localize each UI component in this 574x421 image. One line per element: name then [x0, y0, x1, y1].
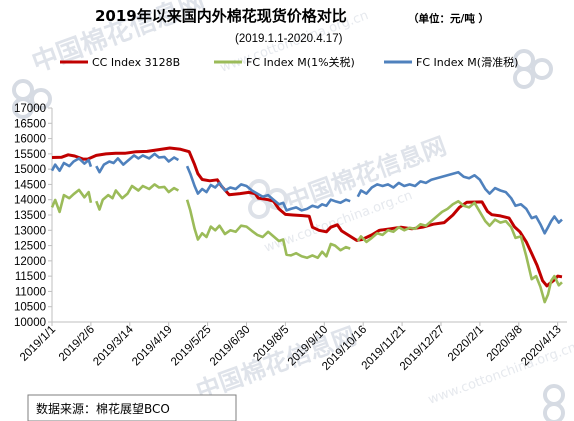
- x-tick-label: 2019/3/14: [91, 323, 136, 368]
- legend: CC Index 3128B FC Index M(1%关税) FC Index…: [60, 55, 518, 69]
- watermark-logo-right: [513, 49, 553, 89]
- series-lines: [50, 146, 563, 304]
- legend-label-fc-index-sliding: FC Index M(滑准税): [416, 55, 518, 69]
- source-note: 数据来源：棉花展望BCO: [36, 401, 170, 416]
- y-tick-label: 12000: [14, 256, 46, 268]
- series-line-fc-index-1pct: [50, 183, 563, 304]
- source-box: [27, 394, 237, 421]
- x-tick-label: 2019/2/6: [57, 324, 97, 364]
- series-line-fc-index-sliding: [50, 152, 563, 235]
- y-tick-label: 15000: [14, 164, 46, 176]
- y-axis-ticks: 10000 10500 11000 11500 12000 12500 13000 13500…: [14, 103, 52, 329]
- chart-subtitle: (2019.1.1-2020.4.17): [235, 33, 343, 45]
- y-tick-label: 13000: [14, 225, 46, 237]
- x-tick-label: 2019/4/19: [130, 324, 175, 369]
- y-tick-label: 10500: [14, 302, 46, 314]
- x-tick-label: 2019/5/25: [169, 324, 214, 369]
- legend-label-fc-index-1pct: FC Index M(1%关税): [246, 55, 355, 69]
- watermark-logo-bottom: [543, 384, 565, 421]
- y-tick-label: 10000: [14, 317, 46, 329]
- x-tick-label: 2020/3/8: [485, 324, 525, 364]
- y-tick-label: 12500: [14, 241, 46, 253]
- x-tick-label: 2020/2/1: [446, 324, 486, 364]
- series-line-cc-index: [51, 146, 563, 288]
- y-tick-label: 16500: [14, 118, 46, 130]
- y-tick-label: 16000: [14, 134, 46, 146]
- legend-label-cc-index: CC Index 3128B: [92, 56, 180, 69]
- y-tick-label: 11500: [15, 271, 46, 283]
- y-tick-label: 11000: [15, 286, 46, 298]
- x-tick-label: 2019/1/1: [18, 324, 58, 364]
- y-tick-label: 14000: [14, 195, 46, 207]
- y-tick-label: 17000: [14, 103, 46, 115]
- y-tick-label: 13500: [14, 210, 46, 222]
- y-tick-label: 15500: [14, 149, 46, 161]
- chart-unit: （单位：元/吨 ）: [408, 12, 489, 25]
- watermark-logo-left: [12, 79, 52, 119]
- chart-title: 2019年以来国内外棉花现货价格对比: [95, 7, 347, 25]
- y-tick-label: 14500: [14, 179, 46, 191]
